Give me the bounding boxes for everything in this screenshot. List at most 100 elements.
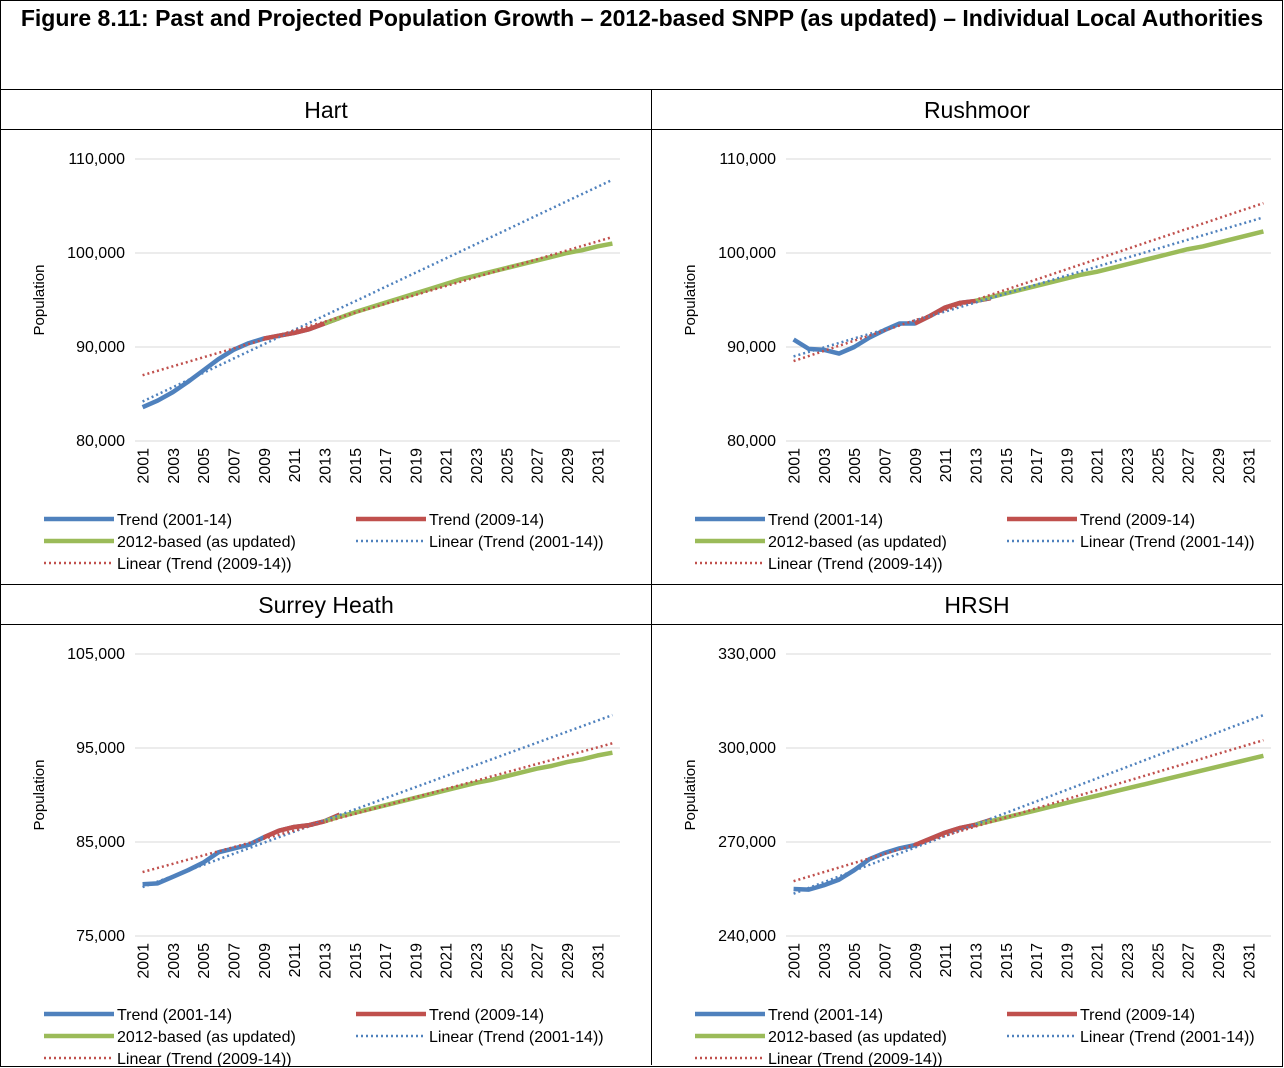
x-tick-label: 2007: [878, 943, 895, 979]
series-line: [142, 742, 613, 874]
y-axis-title: Population: [31, 760, 48, 831]
legend-label: Linear (Trend (2009-14)): [117, 1051, 292, 1066]
y-tick-label: 80,000: [727, 433, 776, 450]
x-tick-label: 2005: [196, 448, 213, 484]
legend-label: Trend (2009-14): [429, 1007, 544, 1024]
x-tick-label: 2019: [408, 943, 425, 979]
x-tick-label: 2003: [166, 448, 183, 484]
x-tick-label: 2013: [317, 448, 334, 484]
x-tick-label: 2005: [847, 448, 864, 484]
y-tick-label: 100,000: [718, 245, 776, 262]
x-tick-label: 2021: [439, 448, 456, 484]
legend-label: Trend (2009-14): [1080, 512, 1195, 529]
x-tick-label: 2023: [1120, 448, 1137, 484]
x-tick-label: 2021: [1090, 943, 1107, 979]
legend-label: Trend (2001-14): [117, 1007, 232, 1024]
x-tick-label: 2019: [1059, 943, 1076, 979]
x-tick-label: 2001: [787, 943, 804, 979]
y-tick-label: 270,000: [718, 834, 776, 851]
legend-label: Linear (Trend (2009-14)): [768, 1051, 943, 1066]
legend-label: Linear (Trend (2001-14)): [1080, 534, 1255, 551]
series-line: [974, 229, 1264, 304]
x-tick-label: 2029: [560, 943, 577, 979]
chart: 80,000 90,000 100,000 110,000 Population 2001…: [682, 151, 1271, 573]
y-tick-label: 85,000: [76, 834, 125, 851]
series-line: [323, 241, 613, 326]
y-tick-label: 110,000: [719, 151, 776, 168]
x-tick-label: 2007: [227, 943, 244, 979]
x-tick-label: 2009: [257, 943, 274, 979]
x-tick-label: 2021: [439, 943, 456, 979]
x-tick-label: 2013: [317, 943, 334, 979]
x-tick-label: 2025: [1150, 943, 1167, 979]
x-tick-label: 2013: [968, 943, 985, 979]
y-axis-title: Population: [682, 760, 699, 831]
x-tick-label: 2015: [999, 943, 1016, 979]
x-tick-label: 2025: [499, 943, 516, 979]
y-axis-title: Population: [31, 265, 48, 336]
y-tick-label: 80,000: [76, 433, 125, 450]
y-tick-label: 330,000: [718, 646, 776, 663]
legend-label: Trend (2001-14): [768, 512, 883, 529]
x-tick-label: 2011: [287, 448, 304, 483]
x-tick-label: 2015: [348, 943, 365, 979]
divider: [651, 89, 652, 1065]
x-tick-label: 2027: [530, 943, 547, 979]
x-tick-label: 2023: [469, 448, 486, 484]
legend-label: Trend (2009-14): [429, 512, 544, 529]
x-tick-label: 2027: [1181, 943, 1198, 979]
panel-title: Hart: [304, 97, 348, 123]
x-tick-label: 2005: [847, 943, 864, 979]
y-axis-title: Population: [682, 265, 699, 336]
x-tick-label: 2003: [817, 943, 834, 979]
x-tick-label: 2009: [908, 448, 925, 484]
x-tick-label: 2029: [1211, 448, 1228, 484]
divider: [1, 129, 1282, 130]
x-tick-label: 2001: [136, 943, 153, 979]
series-line: [793, 216, 1264, 358]
x-tick-label: 2025: [499, 448, 516, 484]
x-tick-label: 2019: [1059, 448, 1076, 484]
x-tick-label: 2007: [878, 448, 895, 484]
x-tick-label: 2027: [1181, 448, 1198, 484]
x-tick-label: 2009: [257, 448, 274, 484]
chart: 240,000 270,000 300,000 330,000 Population 20…: [682, 646, 1271, 1066]
legend-label: Trend (2001-14): [768, 1007, 883, 1024]
x-tick-label: 2017: [378, 448, 395, 484]
x-tick-label: 2013: [968, 448, 985, 484]
y-tick-label: 90,000: [727, 339, 776, 356]
x-tick-label: 2021: [1090, 448, 1107, 484]
x-tick-label: 2011: [287, 943, 304, 978]
x-tick-label: 2029: [560, 448, 577, 484]
x-tick-label: 2011: [938, 943, 955, 978]
x-tick-label: 2005: [196, 943, 213, 979]
y-tick-label: 240,000: [718, 928, 776, 945]
series-line: [793, 201, 1264, 363]
y-tick-label: 300,000: [718, 740, 776, 757]
x-tick-label: 2017: [1029, 943, 1046, 979]
x-tick-label: 2015: [999, 448, 1016, 484]
x-tick-label: 2017: [1029, 448, 1046, 484]
series-line: [142, 235, 613, 377]
legend-label: Linear (Trend (2009-14)): [768, 556, 943, 573]
series-line: [142, 178, 613, 403]
legend-label: Linear (Trend (2001-14)): [429, 534, 604, 551]
panel-title: Rushmoor: [923, 97, 1031, 123]
x-tick-label: 2007: [227, 448, 244, 484]
divider: [1, 584, 1282, 585]
chart: 80,000 90,000 100,000 110,000 Population 2001…: [31, 151, 620, 573]
x-tick-label: 2019: [408, 448, 425, 484]
chart: 75,000 85,000 95,000 105,000 Population 2001 2…: [31, 646, 620, 1066]
y-tick-label: 105,000: [67, 646, 125, 663]
y-tick-label: 100,000: [67, 245, 125, 262]
x-tick-label: 2031: [1241, 448, 1258, 484]
x-tick-label: 2011: [938, 448, 955, 483]
y-tick-label: 75,000: [76, 928, 125, 945]
legend-label: Trend (2001-14): [117, 512, 232, 529]
x-tick-label: 2009: [908, 943, 925, 979]
divider: [1, 624, 1282, 625]
series-line: [793, 713, 1264, 895]
x-tick-label: 2023: [1120, 943, 1137, 979]
series-line: [793, 817, 992, 892]
